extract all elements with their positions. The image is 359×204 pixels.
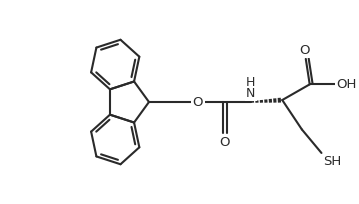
Text: O: O [219, 136, 230, 149]
Text: H
N: H N [246, 75, 256, 100]
Text: O: O [299, 44, 310, 57]
Text: SH: SH [323, 155, 342, 168]
Text: OH: OH [336, 78, 356, 91]
Text: O: O [193, 95, 203, 109]
